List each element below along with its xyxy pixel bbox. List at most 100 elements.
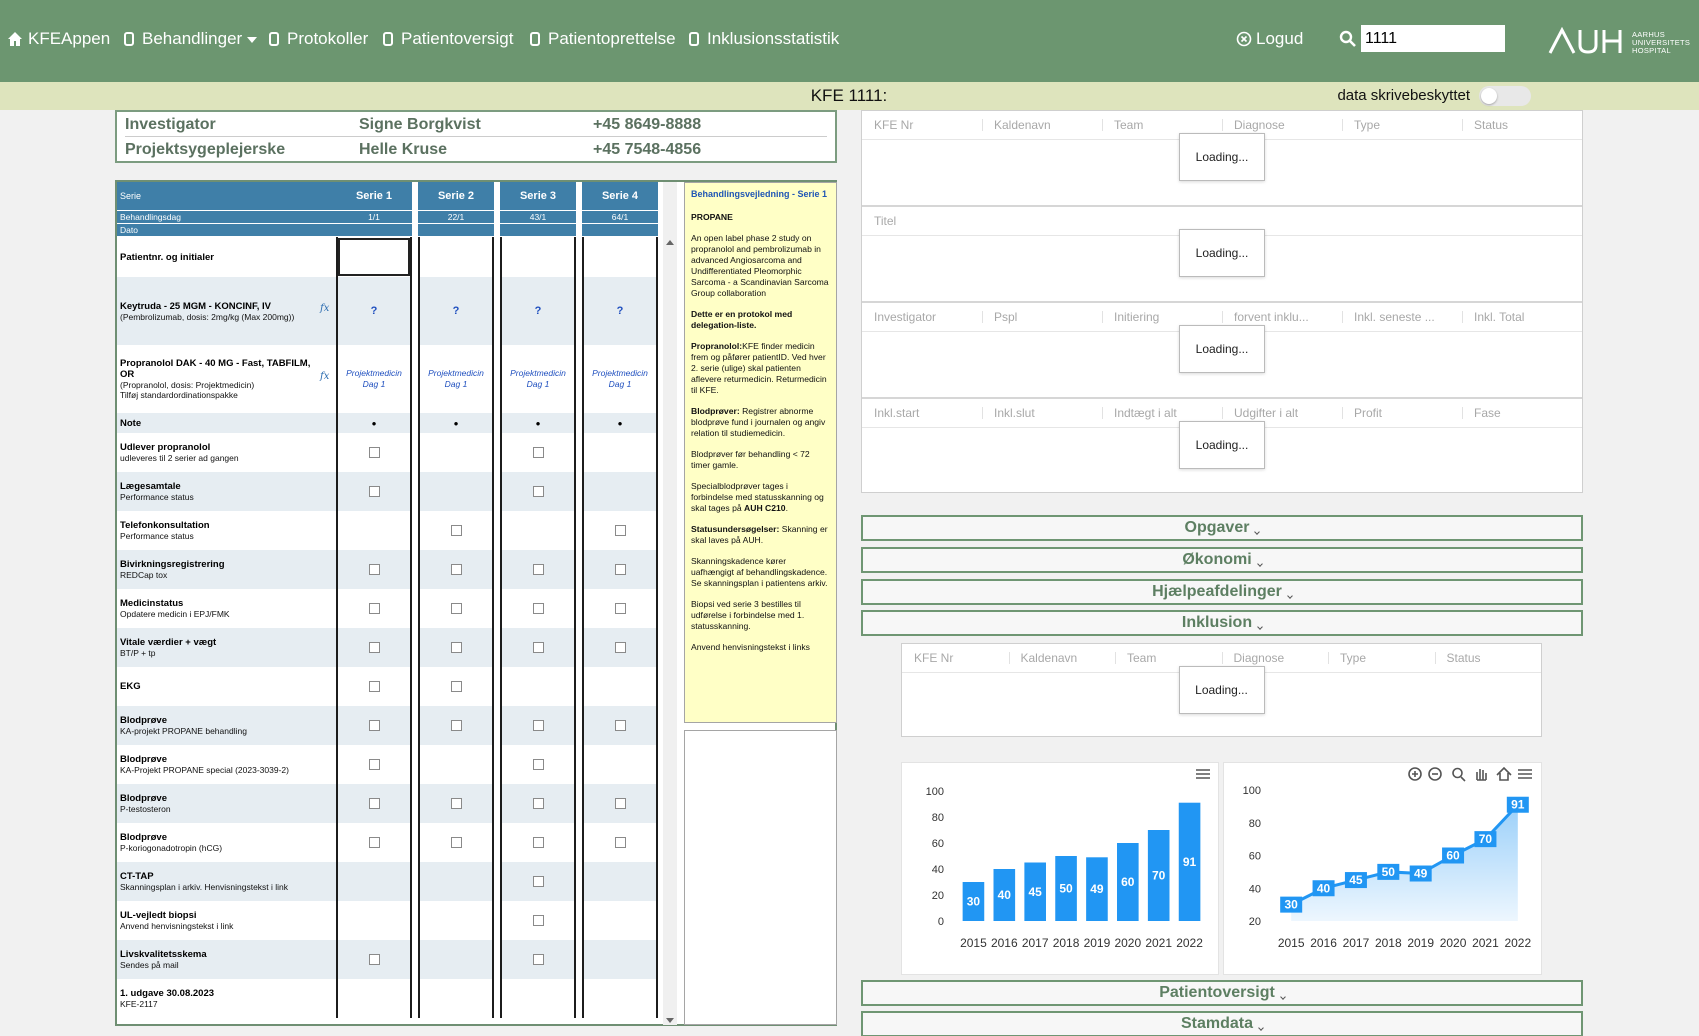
guidance-paragraph: Skanningskadence kører uafhængigt af beh… bbox=[691, 556, 830, 589]
reset[interactable] bbox=[1497, 768, 1511, 780]
y-tick-label: 60 bbox=[932, 838, 944, 850]
series-cell bbox=[582, 901, 658, 940]
y-tick-label: 100 bbox=[926, 786, 944, 798]
y-tick-label: 0 bbox=[938, 916, 944, 928]
grid-col-divider bbox=[1115, 652, 1116, 664]
row-subtitle: P-koriogonadotropin (hCG) bbox=[120, 843, 322, 853]
checkbox[interactable] bbox=[615, 642, 626, 653]
checkbox[interactable] bbox=[533, 915, 544, 926]
scroll-down[interactable] bbox=[666, 1018, 674, 1023]
checkbox[interactable] bbox=[451, 837, 462, 848]
checkbox[interactable] bbox=[451, 798, 462, 809]
accordion-header[interactable]: Opgaver bbox=[861, 515, 1583, 541]
checkbox[interactable] bbox=[451, 603, 462, 614]
series-cell bbox=[418, 862, 494, 901]
grid-header: Titel bbox=[862, 207, 982, 235]
checkbox[interactable] bbox=[615, 798, 626, 809]
checkbox[interactable] bbox=[533, 447, 544, 458]
checkbox[interactable] bbox=[369, 837, 380, 848]
pan[interactable] bbox=[1477, 769, 1486, 780]
checkbox[interactable] bbox=[451, 720, 462, 731]
logo-mark bbox=[1548, 27, 1628, 55]
scroll-up[interactable] bbox=[666, 240, 674, 245]
checkbox[interactable] bbox=[369, 642, 380, 653]
menu-button[interactable] bbox=[1196, 770, 1210, 778]
series-cell bbox=[582, 823, 658, 862]
series-cell bbox=[418, 901, 494, 940]
grid-col-divider bbox=[1462, 311, 1463, 323]
row-label: BlodprøveP-koriogonadotropin (hCG) bbox=[117, 823, 336, 862]
checkbox[interactable] bbox=[533, 954, 544, 965]
checkbox[interactable] bbox=[451, 642, 462, 653]
series-header bbox=[336, 224, 412, 237]
accordion-header[interactable]: Stamdata bbox=[861, 1011, 1583, 1036]
y-tick-label: 80 bbox=[1249, 818, 1261, 830]
checkbox[interactable] bbox=[615, 720, 626, 731]
checkbox[interactable] bbox=[369, 486, 380, 497]
series-header: Serie 1 bbox=[336, 182, 412, 211]
nav-item[interactable]: Patientoprettelse bbox=[548, 27, 676, 51]
point-label: 91 bbox=[1511, 798, 1525, 812]
accordion-header[interactable]: Hjælpeafdelinger bbox=[861, 579, 1583, 605]
checkbox[interactable] bbox=[615, 837, 626, 848]
guidance-paragraph: Dette er en protokol med delegation-list… bbox=[691, 309, 830, 331]
checkbox[interactable] bbox=[369, 447, 380, 458]
grid-col-divider bbox=[1222, 119, 1223, 131]
checkbox[interactable] bbox=[533, 837, 544, 848]
nav-item[interactable]: KFEAppen bbox=[28, 27, 110, 51]
checkbox[interactable] bbox=[533, 486, 544, 497]
nav-item[interactable]: Patientoversigt bbox=[401, 27, 513, 51]
series-header bbox=[500, 224, 576, 237]
checkbox[interactable] bbox=[451, 525, 462, 536]
checkbox[interactable] bbox=[615, 564, 626, 575]
zoom-select[interactable] bbox=[1453, 769, 1465, 782]
zoom-out[interactable] bbox=[1429, 768, 1441, 780]
row-subtitle: Opdatere medicin i EPJ/FMK bbox=[120, 609, 322, 619]
checkbox[interactable] bbox=[369, 798, 380, 809]
checkbox[interactable] bbox=[369, 564, 380, 575]
checkbox[interactable] bbox=[533, 564, 544, 575]
checkbox[interactable] bbox=[369, 759, 380, 770]
checkbox[interactable] bbox=[615, 603, 626, 614]
checkbox[interactable] bbox=[369, 681, 380, 692]
search-input[interactable]: 1111 bbox=[1361, 25, 1505, 52]
icon-stroke bbox=[1477, 769, 1486, 780]
formula-icon: fx bbox=[320, 371, 332, 383]
checkbox[interactable] bbox=[533, 642, 544, 653]
series-cell bbox=[418, 433, 494, 472]
zoom-in[interactable] bbox=[1409, 768, 1421, 780]
accordion-header[interactable]: Patientoversigt bbox=[861, 980, 1583, 1006]
checkbox[interactable] bbox=[451, 681, 462, 692]
checkbox[interactable] bbox=[615, 525, 626, 536]
row-label: MedicinstatusOpdatere medicin i EPJ/FMK bbox=[117, 589, 336, 628]
checkbox[interactable] bbox=[533, 759, 544, 770]
row-title: Bivirkningsregistrering bbox=[120, 559, 322, 570]
series-cell bbox=[418, 667, 494, 706]
accordion-header[interactable]: Inklusion bbox=[861, 610, 1583, 636]
nav-item[interactable]: Protokoller bbox=[287, 27, 368, 51]
nav-item[interactable]: Behandlinger bbox=[142, 27, 257, 51]
row-subtitle: Sendes på mail bbox=[120, 960, 322, 970]
menu-button[interactable] bbox=[1518, 770, 1532, 778]
nav-item[interactable]: Inklusionsstatistik bbox=[707, 27, 839, 51]
checkbox[interactable] bbox=[533, 603, 544, 614]
checkbox[interactable] bbox=[533, 876, 544, 887]
toggle[interactable] bbox=[1479, 86, 1531, 106]
checkbox[interactable] bbox=[451, 564, 462, 575]
logout[interactable]: Logud bbox=[1256, 27, 1326, 51]
patient-input[interactable] bbox=[338, 238, 410, 276]
series-cell bbox=[582, 628, 658, 667]
checkbox[interactable] bbox=[533, 798, 544, 809]
loading-box: Loading... bbox=[1179, 325, 1265, 373]
series-cell: Projektmedicin Dag 1 bbox=[582, 345, 658, 413]
series-cell: Projektmedicin Dag 1 bbox=[418, 345, 494, 413]
row-title: Blodprøve bbox=[120, 832, 322, 843]
accordion-header[interactable]: Økonomi bbox=[861, 547, 1583, 573]
checkbox[interactable] bbox=[369, 720, 380, 731]
checkbox[interactable] bbox=[369, 954, 380, 965]
checkbox[interactable] bbox=[369, 603, 380, 614]
checkbox[interactable] bbox=[533, 720, 544, 731]
row-label: Vitale værdier + vægtBT/P + tp bbox=[117, 628, 336, 667]
row-subtitle: (Propranolol, dosis: Projektmedicin) bbox=[120, 380, 322, 390]
y-tick-label: 80 bbox=[932, 812, 944, 824]
